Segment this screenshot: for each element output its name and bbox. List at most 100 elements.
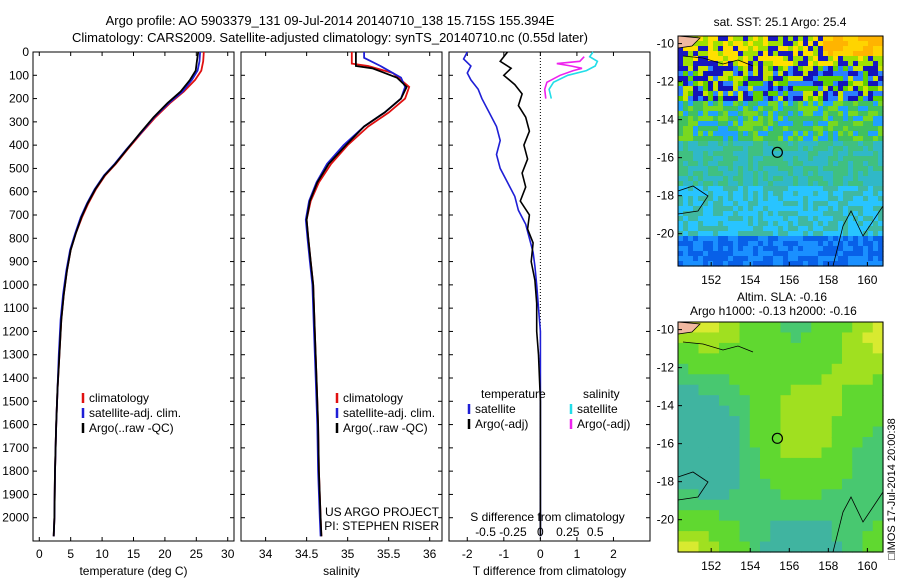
map-cell [858,86,864,92]
map-cell [818,166,824,172]
map-cell [678,342,689,354]
map-cell [808,236,814,242]
map-cell [688,437,700,449]
map-cell [783,126,789,132]
map-cell [733,216,739,222]
map-cell [878,156,884,162]
map-cell [858,121,864,127]
map-cell [833,66,839,72]
map-cell [773,131,779,137]
map-cell [818,36,824,42]
map-cell [698,531,710,543]
map-cell [801,520,812,532]
map-cell [853,106,859,112]
map-cell [790,416,802,428]
map-cell [780,541,792,553]
map-cell [778,101,784,107]
map-cell [853,111,859,117]
map-cell [778,96,784,102]
map-cell [728,136,734,142]
map-cell [783,206,789,212]
map-cell [688,363,700,375]
map-cell [878,121,884,127]
map-cell [728,36,734,42]
map-cell [823,156,829,162]
map-cell [833,126,839,132]
map-cell [733,246,739,252]
map-cell [739,499,751,511]
map-cell [688,261,694,267]
map-cell [688,101,694,107]
map-cell [863,86,869,92]
map-cell [801,510,812,522]
map-cell [753,56,759,62]
map-cell [713,241,719,247]
map-cell [788,41,794,47]
map-cell [798,246,804,252]
map-cell [763,136,769,142]
map-cell [838,261,844,267]
map-cell [828,261,834,267]
map-cell [793,106,799,112]
map-cell [678,236,684,242]
map-cell [753,201,759,207]
map-cell [833,191,839,197]
map-cell [728,126,734,132]
map-cell [738,261,744,267]
map-cell [748,211,754,217]
map-cell [808,201,814,207]
map-cell [853,146,859,152]
map-cell [858,181,864,187]
map-cell [833,81,839,87]
map-cell [790,426,802,438]
map-cell [758,261,764,267]
map-cell [818,201,824,207]
map-cell [683,76,689,82]
map-cell [728,96,734,102]
map-cell [872,384,884,396]
map-cell [873,46,879,52]
map-cell [863,256,869,262]
map-cell [683,226,689,232]
map-cell [798,61,804,67]
map-cell [843,141,849,147]
map-cell [693,86,699,92]
map-cell [783,256,789,262]
map-cell [853,211,859,217]
map-cell [803,191,809,197]
map-cell [773,76,779,82]
map-cell [708,478,720,490]
map-cell [758,71,764,77]
map-cell [678,171,684,177]
map-cell [858,46,864,52]
map-cell [780,489,792,501]
map-cell [788,206,794,212]
map-cell [868,176,874,182]
map-cell [783,226,789,232]
map-cell [773,221,779,227]
map-cell [718,256,724,262]
map-cell [698,437,710,449]
map-cell [808,186,814,192]
map-cell [753,126,759,132]
map-cell [719,416,730,428]
map-cell [713,131,719,137]
map-cell [838,111,844,117]
map-cell [713,211,719,217]
map-cell [718,216,724,222]
map-cell [739,489,751,501]
map-cell [780,405,792,417]
map-cell [743,51,749,57]
map-cell [873,36,879,42]
map-cell [758,161,764,167]
map-cell [793,246,799,252]
map-cell [713,191,719,197]
map-cell [723,186,729,192]
map-cell [678,96,684,102]
map-cell [828,101,834,107]
map-cell [719,520,730,532]
map-cell [719,510,730,522]
map-cell [708,221,714,227]
map-cell [760,541,771,553]
map-cell [743,86,749,92]
